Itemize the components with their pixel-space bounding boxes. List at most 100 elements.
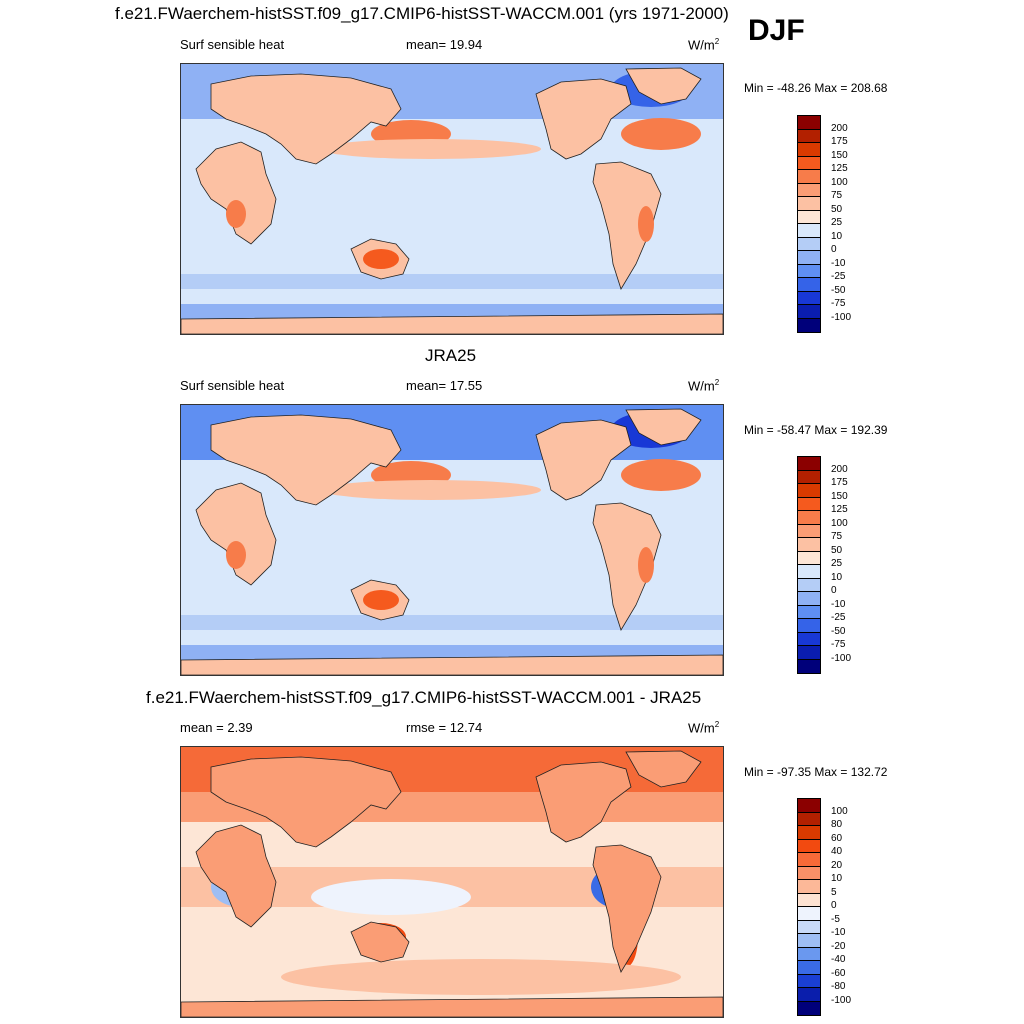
colorbar-segment bbox=[798, 129, 820, 143]
colorbar-tick-label: 0 bbox=[831, 900, 837, 911]
colorbar-tick-label: 25 bbox=[831, 217, 843, 228]
variable-label: Surf sensible heat bbox=[180, 378, 285, 393]
colorbar-tick-label: -10 bbox=[831, 257, 846, 269]
colorbar-segment bbox=[798, 907, 820, 921]
colorbar-segment bbox=[798, 305, 820, 319]
colorbar bbox=[797, 798, 821, 1016]
colorbar-tick-label: -50 bbox=[831, 284, 846, 296]
colorbar-tick-label: -25 bbox=[831, 612, 846, 623]
colorbar-tick-label: 150 bbox=[831, 490, 848, 502]
colorbar-segment bbox=[798, 893, 820, 907]
colorbar-segment bbox=[798, 974, 820, 988]
colorbar-tick-label: -80 bbox=[831, 981, 846, 992]
colorbar-segment bbox=[798, 812, 820, 826]
colorbar-tick-label: 100 bbox=[831, 176, 848, 188]
colorbar-tick-label: 20 bbox=[831, 859, 843, 871]
colorbar-segment bbox=[798, 578, 820, 592]
colorbar-tick-label: -10 bbox=[831, 598, 846, 610]
map-diff bbox=[180, 746, 724, 1018]
minmax-label: Min = -58.47 Max = 192.39 bbox=[744, 423, 888, 437]
colorbar-tick-label: 75 bbox=[831, 190, 843, 201]
colorbar-tick-label: 10 bbox=[831, 230, 843, 242]
colorbar-tick-label: 40 bbox=[831, 846, 843, 857]
colorbar-tick-label: 175 bbox=[831, 136, 848, 147]
colorbar-segment bbox=[798, 524, 820, 538]
rmse-label: rmse = 12.74 bbox=[406, 720, 483, 735]
colorbar-tick-label: 25 bbox=[831, 558, 843, 569]
colorbar-segment bbox=[798, 880, 820, 894]
colorbar bbox=[797, 456, 821, 674]
colorbar-segment bbox=[798, 592, 820, 606]
colorbar-tick-label: -100 bbox=[831, 652, 852, 664]
colorbar-segment bbox=[798, 934, 820, 948]
colorbar-segment bbox=[798, 826, 820, 840]
colorbar-segment bbox=[798, 1001, 820, 1015]
minmax-label: Min = -48.26 Max = 208.68 bbox=[744, 81, 888, 95]
colorbar-segment bbox=[798, 920, 820, 934]
colorbar-tick-label: 150 bbox=[831, 149, 848, 161]
colorbar-segment bbox=[798, 170, 820, 184]
colorbar-tick-label: -25 bbox=[831, 271, 846, 282]
panel-title: JRA25 bbox=[425, 346, 477, 365]
colorbar-segment bbox=[798, 961, 820, 975]
colorbar-segment bbox=[798, 156, 820, 170]
colorbar-segment bbox=[798, 619, 820, 633]
colorbar-segment bbox=[798, 470, 820, 484]
colorbar-segment bbox=[798, 551, 820, 565]
colorbar-segment bbox=[798, 799, 820, 813]
colorbar-tick-label: 5 bbox=[831, 886, 837, 898]
panel-title: f.e21.FWaerchem-histSST.f09_g17.CMIP6-hi… bbox=[115, 4, 729, 23]
colorbar-tick-label: -20 bbox=[831, 940, 846, 952]
colorbar-segment bbox=[798, 497, 820, 511]
colorbar-segment bbox=[798, 224, 820, 238]
season-label: DJF bbox=[748, 14, 805, 47]
map-model bbox=[180, 63, 724, 335]
colorbar-tick-label: -100 bbox=[831, 994, 852, 1006]
colorbar-segment bbox=[798, 605, 820, 619]
variable-label: Surf sensible heat bbox=[180, 37, 285, 52]
colorbar-segment bbox=[798, 183, 820, 197]
mean-label: mean= 19.94 bbox=[406, 37, 483, 52]
colorbar-segment bbox=[798, 251, 820, 265]
colorbar-tick-label: -5 bbox=[831, 913, 840, 925]
colorbar-tick-label: 200 bbox=[831, 122, 848, 134]
colorbar-tick-label: -40 bbox=[831, 954, 846, 965]
colorbar-tick-label: 100 bbox=[831, 805, 848, 817]
colorbar-segment bbox=[798, 839, 820, 853]
colorbar-tick-label: 0 bbox=[831, 244, 837, 255]
colorbar-tick-label: 10 bbox=[831, 873, 843, 884]
colorbar-segment bbox=[798, 866, 820, 880]
colorbar-segment bbox=[798, 457, 820, 471]
colorbar-segment bbox=[798, 116, 820, 130]
colorbar-tick-label: 125 bbox=[831, 504, 848, 515]
colorbar-tick-label: -100 bbox=[831, 311, 852, 323]
colorbar-tick-label: 60 bbox=[831, 832, 843, 844]
colorbar-tick-label: 200 bbox=[831, 463, 848, 475]
colorbar-segment bbox=[798, 318, 820, 332]
colorbar-tick-label: 10 bbox=[831, 571, 843, 583]
colorbar-segment bbox=[798, 264, 820, 278]
colorbar-tick-label: -10 bbox=[831, 927, 846, 938]
colorbar-tick-label: 100 bbox=[831, 517, 848, 529]
colorbar-segment bbox=[798, 143, 820, 157]
colorbar-segment bbox=[798, 988, 820, 1002]
colorbar-segment bbox=[798, 237, 820, 251]
units-label: W/m2 bbox=[688, 720, 720, 736]
colorbar-tick-label: 75 bbox=[831, 531, 843, 542]
colorbar-tick-label: -60 bbox=[831, 967, 846, 979]
colorbar-segment bbox=[798, 947, 820, 961]
map-canvas bbox=[181, 747, 723, 1017]
colorbar-segment bbox=[798, 632, 820, 646]
colorbar-tick-label: 175 bbox=[831, 477, 848, 488]
colorbar-segment bbox=[798, 210, 820, 224]
units-label: W/m2 bbox=[688, 378, 720, 394]
colorbar-tick-label: 50 bbox=[831, 544, 843, 556]
mean-label: mean = 2.39 bbox=[180, 720, 253, 735]
map-obs bbox=[180, 404, 724, 676]
colorbar-segment bbox=[798, 853, 820, 867]
colorbar-tick-label: 125 bbox=[831, 163, 848, 174]
colorbar-tick-label: 0 bbox=[831, 585, 837, 596]
colorbar-segment bbox=[798, 538, 820, 552]
colorbar-segment bbox=[798, 659, 820, 673]
colorbar bbox=[797, 115, 821, 333]
